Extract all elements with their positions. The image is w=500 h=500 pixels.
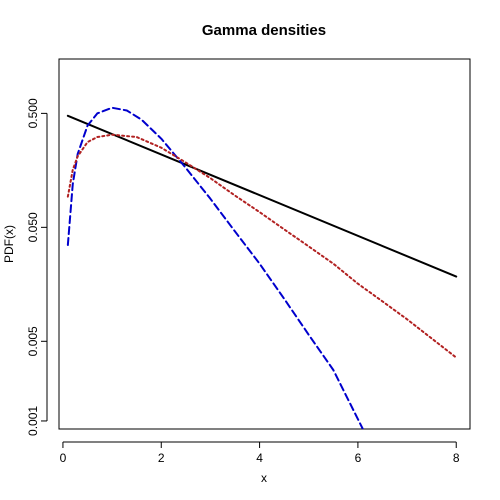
series-line-dashed <box>66 106 364 429</box>
x-axis-ticks: 0 2 4 6 8 <box>60 442 460 465</box>
plot-area-frame <box>58 58 471 430</box>
y-tick-label: 0.001 <box>26 406 40 436</box>
chart-title: Gamma densities <box>202 22 326 39</box>
series-line-solid <box>66 114 458 278</box>
y-tick-label: 0.005 <box>26 326 40 356</box>
y-axis-ticks: 0.001 0.005 0.050 0.500 <box>26 98 47 436</box>
series-line-dotted <box>66 133 458 359</box>
x-tick-label: 8 <box>453 451 460 465</box>
x-tick-label: 4 <box>256 451 263 465</box>
y-tick-label: 0.500 <box>26 98 40 128</box>
x-tick-label: 0 <box>60 451 67 465</box>
x-tick-label: 2 <box>158 451 165 465</box>
y-tick-label: 0.050 <box>26 212 40 242</box>
y-axis-label: PDF(x) <box>2 225 16 263</box>
series-lines <box>66 106 458 429</box>
x-tick-label: 6 <box>355 451 362 465</box>
x-axis-label: x <box>261 471 267 485</box>
